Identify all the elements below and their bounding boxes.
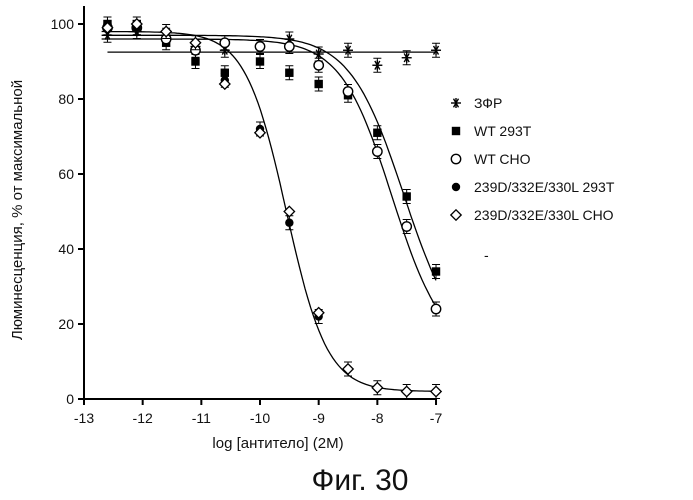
circle-shape (343, 87, 352, 96)
data-point-series-3 (373, 147, 382, 156)
data-point-series-2 (432, 267, 440, 275)
data-point-series-5 (372, 383, 382, 393)
data-point-series-1 (402, 53, 412, 63)
circle-shape (373, 147, 382, 156)
data-point-series-2 (402, 192, 410, 200)
data-point-series-4 (285, 219, 293, 227)
circle-shape (220, 38, 229, 47)
figure-canvas: -13 -12 -11 -10 -9 -8 -7 0 20 40 60 80 100 Люминесце… (0, 0, 693, 500)
data-point-series-2 (285, 69, 293, 77)
square-shape (373, 129, 381, 137)
data-point-series-2 (256, 57, 264, 65)
circle-shape (402, 222, 411, 231)
data-point-series-1 (431, 45, 441, 55)
data-point-series-3 (314, 61, 323, 70)
x-tick-label: -8 (371, 410, 384, 426)
data-point-series-5 (431, 386, 441, 396)
circle-shape (314, 61, 323, 70)
data-point-series-2 (191, 57, 199, 65)
legend-marker-4 (452, 183, 460, 191)
x-tick-label: -9 (312, 410, 325, 426)
y-axis-title: Люминесценция, % от максимальной (9, 80, 26, 340)
fit-curve-filled-circle (102, 32, 436, 392)
legend-label-2: WT 293T (474, 123, 532, 139)
data-point-series-3 (402, 222, 411, 231)
y-tick-label: 100 (51, 16, 75, 32)
data-point-series-3 (343, 87, 352, 96)
plot-axes: -13 -12 -11 -10 -9 -8 -7 0 20 40 60 80 100 (51, 6, 443, 426)
legend-marker-1 (451, 98, 461, 108)
circle-shape (255, 42, 264, 51)
circle-shape (431, 304, 440, 313)
legend-marker-3 (451, 154, 460, 163)
data-point-series-2 (373, 129, 381, 137)
data-point-series-3 (255, 42, 264, 51)
x-tick-label: -10 (250, 410, 270, 426)
y-tick-label: 60 (58, 166, 74, 182)
diamond-shape (451, 210, 461, 220)
data-point-series-1 (343, 45, 353, 55)
y-tick-label: 0 (66, 391, 74, 407)
square-shape (452, 127, 460, 135)
data-point-series-3 (285, 42, 294, 51)
square-shape (285, 69, 293, 77)
x-tick-label: -13 (74, 410, 94, 426)
data-point-series-1 (372, 60, 382, 70)
legend-label-4: 239D/332E/330L 293T (474, 179, 615, 195)
dot-shape (452, 183, 460, 191)
figure-caption: Фиг. 30 (312, 464, 409, 497)
square-shape (191, 57, 199, 65)
y-tick-label: 40 (58, 241, 74, 257)
y-tick-label: 20 (58, 316, 74, 332)
legend-marker-2 (452, 127, 460, 135)
legend-label-3: WT CHO (474, 151, 531, 167)
diamond-shape (431, 386, 441, 396)
legend-label-5: 239D/332E/330L CHO (474, 207, 614, 223)
square-shape (402, 192, 410, 200)
stray-mark: - (484, 247, 489, 263)
y-tick-label: 80 (58, 91, 74, 107)
fit-curve-filled-square (102, 35, 436, 280)
data-markers (102, 17, 441, 399)
data-point-series-3 (220, 38, 229, 47)
diamond-shape (401, 386, 411, 396)
dot-shape (285, 219, 293, 227)
x-tick-label: -11 (192, 410, 211, 426)
x-axis-title: log [антитело] (2M) (212, 435, 343, 452)
circle-shape (451, 154, 460, 163)
square-shape (256, 57, 264, 65)
circle-shape (285, 42, 294, 51)
fit-curve-open-circle (102, 39, 436, 306)
diamond-shape (372, 383, 382, 393)
data-point-series-5 (343, 364, 353, 374)
data-point-series-3 (431, 304, 440, 313)
fit-curves (102, 32, 436, 392)
legend-label-1: ЗФР (474, 95, 502, 111)
data-point-series-5 (401, 386, 411, 396)
diamond-shape (343, 364, 353, 374)
x-tick-label: -7 (430, 410, 443, 426)
square-shape (432, 267, 440, 275)
legend: ЗФР WT 293T WT CHO 239D/332E/330L 293T 239D/… (451, 95, 615, 223)
data-point-series-2 (314, 80, 322, 88)
legend-marker-5 (451, 210, 461, 220)
square-shape (314, 80, 322, 88)
x-tick-label: -12 (133, 410, 153, 426)
